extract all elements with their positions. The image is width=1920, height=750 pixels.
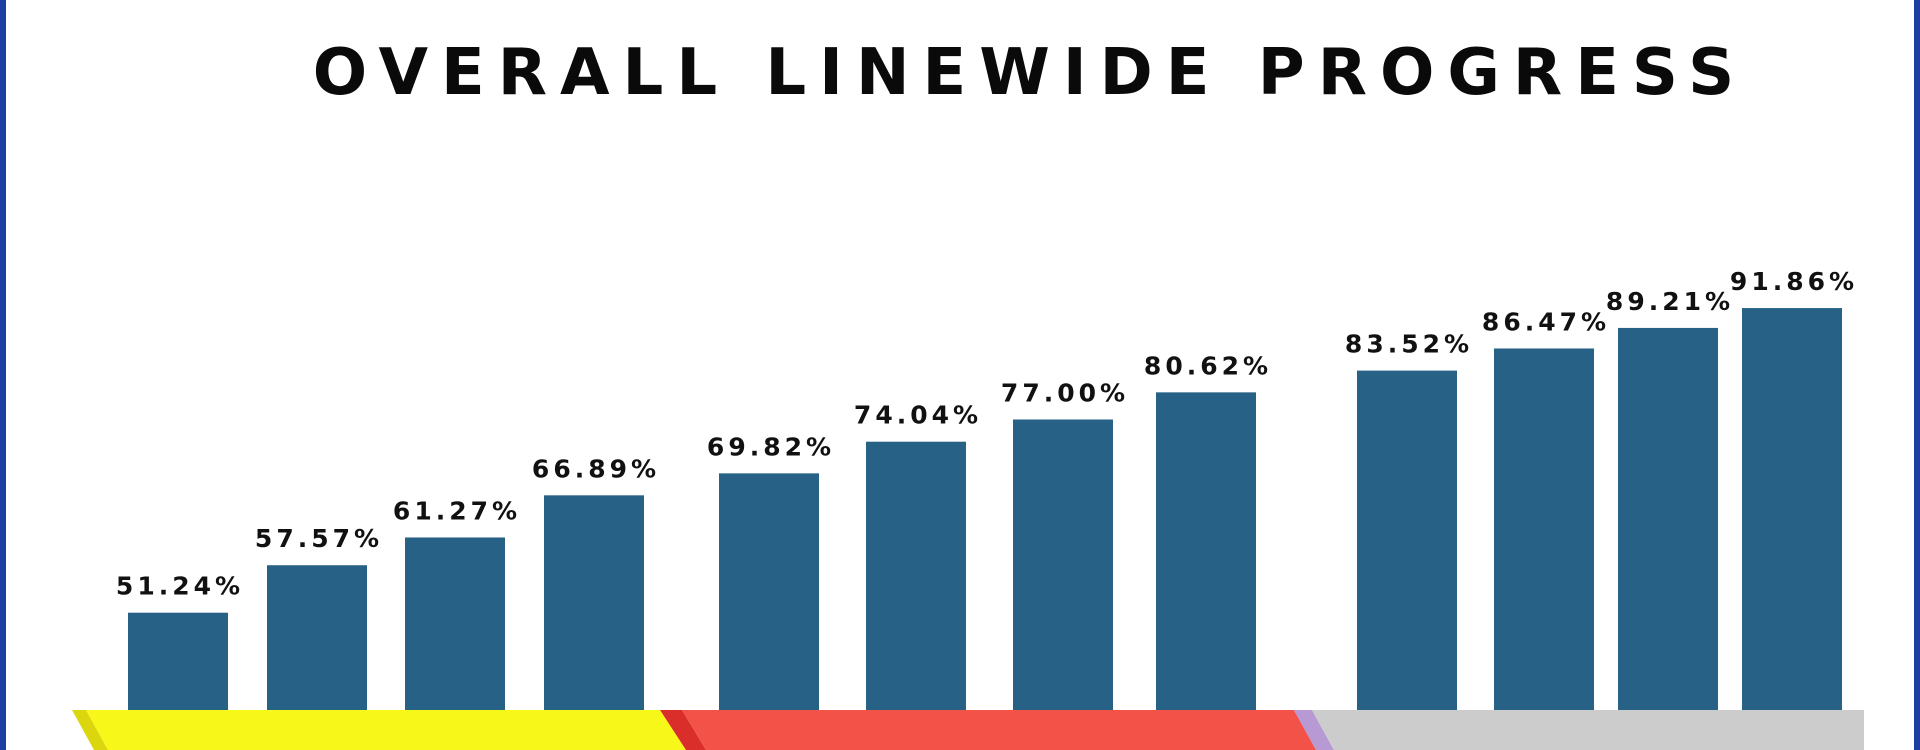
- data-label-9: 83.52%: [1345, 330, 1473, 359]
- data-label-8: 80.62%: [1144, 351, 1272, 380]
- bar-9: [1357, 370, 1457, 710]
- data-label-3: 61.27%: [393, 496, 521, 525]
- data-label-10: 86.47%: [1482, 307, 1610, 336]
- band-accent-red: [660, 710, 706, 750]
- data-label-2: 57.57%: [255, 524, 383, 553]
- bar-11: [1618, 327, 1718, 710]
- phase-band-yellow: [86, 710, 686, 750]
- bars: [128, 308, 1842, 710]
- bar-4: [544, 495, 644, 710]
- band-accent-purple: [1294, 710, 1334, 750]
- right-frame-border: [1914, 0, 1920, 750]
- bar-6: [866, 441, 966, 710]
- bar-1: [128, 612, 228, 710]
- chart-title: OVERALL LINEWIDE PROGRESS: [312, 36, 1748, 110]
- bar-12: [1742, 308, 1842, 710]
- data-label-1: 51.24%: [116, 572, 244, 601]
- data-label-11: 89.21%: [1606, 287, 1734, 316]
- bar-2: [267, 565, 367, 710]
- bar-8: [1156, 392, 1256, 710]
- data-labels: 51.24% 57.57% 61.27% 66.89% 69.82% 74.04% 77.0…: [116, 267, 1858, 601]
- bar-5: [719, 473, 819, 710]
- data-label-4: 66.89%: [532, 454, 660, 483]
- data-label-5: 69.82%: [707, 432, 835, 461]
- left-frame-border: [0, 0, 6, 750]
- phase-band-grey: [1312, 710, 1864, 750]
- data-label-12: 91.86%: [1730, 267, 1858, 296]
- phase-bands: [72, 710, 1864, 750]
- bar-3: [405, 537, 505, 710]
- data-label-7: 77.00%: [1001, 379, 1129, 408]
- data-label-6: 74.04%: [854, 401, 982, 430]
- bar-7: [1013, 419, 1113, 710]
- bar-10: [1494, 348, 1594, 710]
- phase-band-red: [682, 710, 1316, 750]
- band-accent-yellow: [72, 710, 108, 750]
